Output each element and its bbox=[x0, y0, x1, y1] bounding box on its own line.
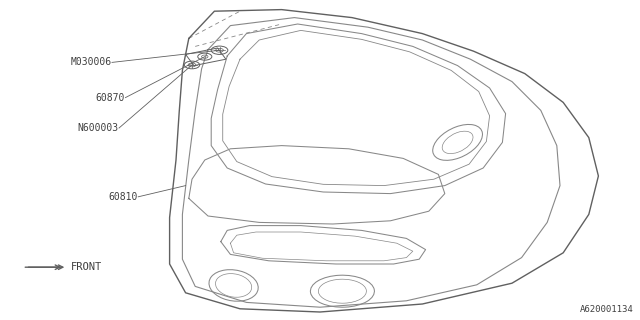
Text: N600003: N600003 bbox=[77, 123, 118, 133]
Text: M030006: M030006 bbox=[71, 57, 112, 68]
Text: A620001134: A620001134 bbox=[580, 305, 634, 314]
Text: 60810: 60810 bbox=[108, 192, 138, 202]
Text: 60870: 60870 bbox=[95, 92, 125, 103]
Text: FRONT: FRONT bbox=[70, 262, 102, 272]
